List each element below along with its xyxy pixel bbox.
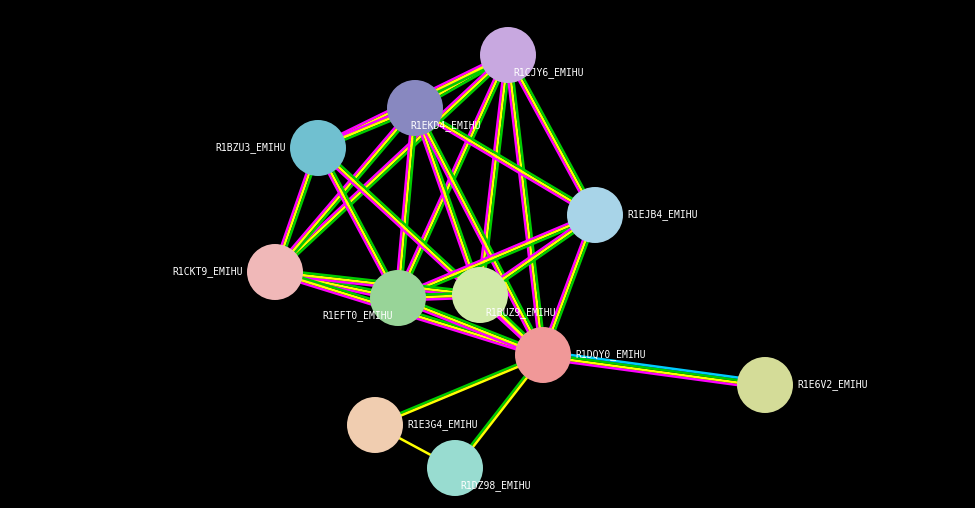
Circle shape	[480, 27, 536, 83]
Text: R1CJY6_EMIHU: R1CJY6_EMIHU	[513, 68, 583, 78]
Text: R1BUZ9_EMIHU: R1BUZ9_EMIHU	[485, 307, 556, 319]
Circle shape	[247, 244, 303, 300]
Text: R1EKD4_EMIHU: R1EKD4_EMIHU	[410, 120, 481, 132]
Text: R1EFT0_EMIHU: R1EFT0_EMIHU	[323, 310, 393, 322]
Circle shape	[427, 440, 483, 496]
Text: R1CKT9_EMIHU: R1CKT9_EMIHU	[173, 267, 243, 277]
Circle shape	[347, 397, 403, 453]
Circle shape	[290, 120, 346, 176]
Text: R1DZ98_EMIHU: R1DZ98_EMIHU	[460, 481, 530, 491]
Circle shape	[515, 327, 571, 383]
Text: R1E6V2_EMIHU: R1E6V2_EMIHU	[797, 379, 868, 391]
Circle shape	[387, 80, 443, 136]
Text: R1EJB4_EMIHU: R1EJB4_EMIHU	[627, 209, 697, 220]
Circle shape	[452, 267, 508, 323]
Circle shape	[737, 357, 793, 413]
Text: R1BZU3_EMIHU: R1BZU3_EMIHU	[215, 143, 286, 153]
Text: R1DQY0_EMIHU: R1DQY0_EMIHU	[575, 350, 645, 361]
Text: R1E3G4_EMIHU: R1E3G4_EMIHU	[407, 420, 478, 430]
Circle shape	[370, 270, 426, 326]
Circle shape	[567, 187, 623, 243]
